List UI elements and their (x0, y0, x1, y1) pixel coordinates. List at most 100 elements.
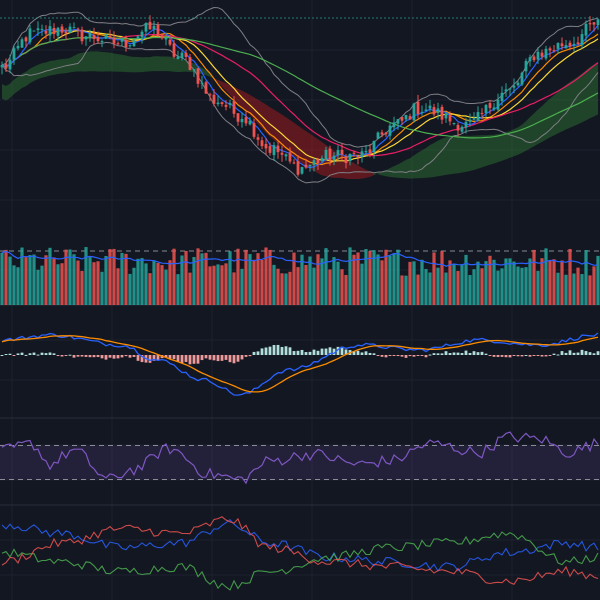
volume-bar[interactable] (104, 256, 107, 305)
volume-bar[interactable] (84, 247, 87, 305)
volume-bar[interactable] (520, 268, 523, 305)
volume-bar[interactable] (224, 263, 227, 305)
candle[interactable] (121, 39, 124, 42)
candle[interactable] (441, 107, 444, 120)
volume-bar[interactable] (48, 248, 51, 305)
rsi-panel[interactable] (0, 432, 600, 483)
volume-bar[interactable] (340, 269, 343, 305)
volume-bar[interactable] (504, 258, 507, 305)
volume-bar[interactable] (564, 275, 567, 305)
candle[interactable] (353, 153, 356, 154)
volume-bar[interactable] (172, 249, 175, 305)
candle[interactable] (181, 53, 184, 59)
candle[interactable] (541, 53, 544, 57)
volume-bar[interactable] (276, 269, 279, 305)
candle[interactable] (53, 28, 56, 34)
candle[interactable] (185, 53, 188, 57)
candle[interactable] (129, 45, 132, 46)
volume-bar[interactable] (184, 251, 187, 305)
candle[interactable] (301, 167, 304, 174)
candle[interactable] (457, 125, 460, 131)
volume-bar[interactable] (12, 265, 15, 305)
volume-bar[interactable] (404, 276, 407, 305)
candle[interactable] (329, 149, 332, 161)
volume-bar[interactable] (420, 260, 423, 305)
candle[interactable] (465, 122, 468, 128)
volume-bar[interactable] (92, 262, 95, 305)
candle[interactable] (141, 32, 144, 38)
candle[interactable] (569, 43, 572, 47)
candle[interactable] (169, 40, 172, 45)
candle[interactable] (337, 150, 340, 155)
candle[interactable] (417, 102, 420, 114)
candle[interactable] (217, 103, 220, 104)
volume-bar[interactable] (124, 254, 127, 305)
volume-bar[interactable] (16, 267, 19, 305)
volume-bar[interactable] (244, 250, 247, 305)
candle[interactable] (65, 32, 68, 34)
volume-bar[interactable] (100, 272, 103, 305)
volume-bar[interactable] (32, 255, 35, 305)
candle[interactable] (317, 159, 320, 163)
candle[interactable] (57, 28, 60, 36)
volume-bar[interactable] (200, 253, 203, 305)
volume-bar[interactable] (160, 265, 163, 305)
volume-bar[interactable] (452, 264, 455, 305)
candle[interactable] (137, 36, 140, 38)
candle[interactable] (313, 160, 316, 165)
candle[interactable] (501, 93, 504, 101)
volume-bar[interactable] (268, 250, 271, 305)
candle[interactable] (333, 156, 336, 160)
volume-bar[interactable] (412, 261, 415, 305)
candle[interactable] (113, 37, 116, 43)
volume-bar[interactable] (76, 261, 79, 305)
candle[interactable] (249, 121, 252, 125)
volume-panel[interactable] (0, 247, 600, 305)
candle[interactable] (305, 165, 308, 168)
volume-bar[interactable] (140, 258, 143, 305)
candle[interactable] (213, 95, 216, 104)
candle[interactable] (561, 43, 564, 46)
candle[interactable] (21, 39, 24, 47)
volume-bar[interactable] (400, 275, 403, 305)
candle[interactable] (233, 101, 236, 114)
candle[interactable] (117, 43, 120, 44)
candle[interactable] (593, 22, 596, 24)
volume-bar[interactable] (148, 273, 151, 305)
candle[interactable] (61, 27, 64, 33)
candle[interactable] (525, 61, 528, 71)
volume-bar[interactable] (392, 253, 395, 305)
volume-bar[interactable] (588, 275, 591, 305)
candle[interactable] (49, 26, 52, 35)
volume-bar[interactable] (80, 271, 83, 305)
volume-bar[interactable] (312, 268, 315, 305)
candle[interactable] (93, 35, 96, 39)
candle[interactable] (349, 154, 352, 161)
candle[interactable] (221, 102, 224, 104)
volume-bar[interactable] (144, 263, 147, 305)
volume-bar[interactable] (320, 258, 323, 305)
volume-bar[interactable] (444, 273, 447, 305)
candle[interactable] (165, 38, 168, 39)
candle[interactable] (365, 151, 368, 152)
candle[interactable] (73, 27, 76, 28)
candle[interactable] (253, 123, 256, 137)
volume-bar[interactable] (28, 255, 31, 305)
candle[interactable] (145, 23, 148, 32)
volume-bar[interactable] (424, 269, 427, 305)
dmi-panel[interactable] (2, 517, 598, 590)
candle[interactable] (449, 115, 452, 121)
candle[interactable] (1, 65, 4, 67)
volume-bar[interactable] (288, 272, 291, 305)
volume-bar[interactable] (308, 256, 311, 305)
volume-bar[interactable] (296, 267, 299, 305)
candle[interactable] (85, 36, 88, 39)
volume-bar[interactable] (324, 248, 327, 305)
candle[interactable] (537, 52, 540, 60)
candle[interactable] (509, 88, 512, 89)
volume-bar[interactable] (212, 266, 215, 305)
candle[interactable] (437, 108, 440, 112)
candle[interactable] (481, 113, 484, 114)
candle[interactable] (445, 114, 448, 119)
candle[interactable] (29, 28, 32, 42)
